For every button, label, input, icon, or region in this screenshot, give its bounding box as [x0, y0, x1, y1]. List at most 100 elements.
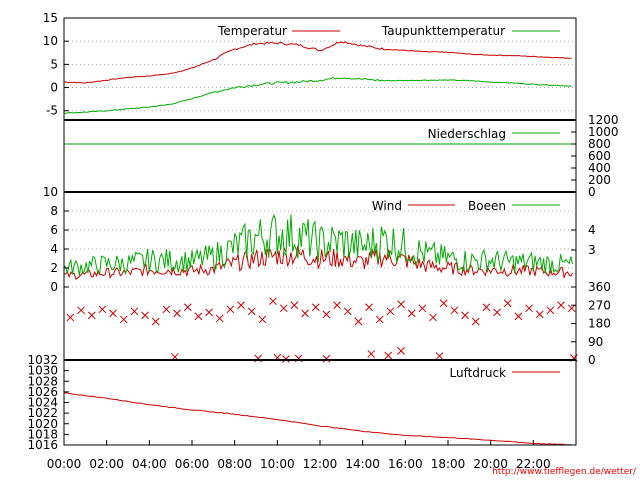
wind-direction-point — [247, 307, 256, 316]
y-tick-label: 10 — [43, 185, 58, 199]
y-tick-label-right: 800 — [588, 137, 611, 151]
y-tick-label: 1022 — [27, 406, 58, 420]
wind-direction-point — [525, 304, 533, 313]
tick-layer: 151050-512001000800600400200010864204336… — [27, 11, 618, 471]
x-tick-label: 22:00 — [516, 457, 551, 471]
y-tick-label-right: 1200 — [588, 113, 619, 127]
wind-direction-point — [471, 317, 480, 326]
wind-direction-point — [333, 301, 341, 310]
y-tick-label: 8 — [50, 204, 58, 218]
wind-direction-point — [290, 301, 299, 310]
x-tick-label: 12:00 — [303, 457, 338, 471]
wind-direction-point — [546, 306, 555, 315]
wind-direction-point — [98, 305, 107, 314]
legend: Temperatur Taupunkttemperatur Niederschl… — [217, 24, 560, 380]
y-tick-label: 1016 — [27, 438, 58, 452]
y-tick-label-right: 4 — [588, 223, 596, 237]
credit-link[interactable]: http://www.tiefflegen.de/wetter/ — [492, 467, 637, 477]
wind-direction-point — [450, 306, 459, 315]
wind-direction-point — [367, 350, 376, 358]
wind-direction-point — [407, 309, 416, 318]
wind-direction-point — [375, 315, 384, 324]
series-line-temperatur — [64, 41, 572, 84]
wind-direction-point — [87, 311, 96, 320]
wind-direction-point — [311, 303, 320, 312]
wind-direction-point — [109, 309, 117, 318]
wind-direction-point — [77, 306, 85, 315]
x-tick-label: 20:00 — [473, 457, 508, 471]
y-tick-label-right: 600 — [588, 149, 611, 163]
wind-direction-point — [439, 299, 448, 308]
wind-direction-point — [435, 352, 444, 360]
series-line-taupunkttemperatur — [63, 76, 572, 114]
series-layer — [63, 41, 578, 446]
x-tick-label: 14:00 — [345, 457, 380, 471]
x-tick-label: 16:00 — [388, 457, 423, 471]
wind-direction-point — [173, 309, 181, 318]
x-tick-label: 10:00 — [260, 457, 295, 471]
legend-label-boeen: Boeen — [468, 199, 506, 213]
y-tick-label: 15 — [43, 11, 58, 25]
wind-direction-point — [397, 347, 405, 355]
legend-label-taupunkt: Taupunkttemperatur — [381, 24, 505, 38]
wind-direction-point — [461, 311, 469, 320]
wind-direction-point — [301, 309, 309, 318]
wind-direction-point — [151, 317, 160, 326]
series-line-luftdruck — [64, 392, 572, 446]
y-tick-label: 1030 — [27, 364, 58, 378]
y-tick-label-right: 1000 — [588, 125, 619, 139]
y-tick-label-right: 90 — [588, 335, 603, 349]
y-tick-label: 6 — [50, 223, 58, 237]
y-tick-label: 1024 — [27, 396, 58, 410]
wind-direction-point — [365, 303, 373, 312]
wind-direction-point — [535, 310, 544, 319]
wind-direction-point — [269, 297, 277, 306]
y-tick-label-right: 270 — [588, 298, 611, 312]
wind-direction-point — [503, 299, 512, 308]
x-tick-label: 18:00 — [431, 457, 466, 471]
legend-label-temperatur: Temperatur — [217, 24, 287, 38]
y-tick-label: -5 — [46, 104, 58, 118]
series-line-wind — [64, 245, 574, 280]
x-tick-label: 06:00 — [175, 457, 210, 471]
wind-direction-point — [282, 355, 290, 363]
wind-direction-point — [557, 301, 565, 310]
wind-direction-point — [429, 313, 437, 322]
y-tick-label-right: 200 — [588, 173, 611, 187]
y-tick-label: 0 — [50, 280, 58, 294]
y-tick-label: 4 — [50, 242, 58, 256]
wind-direction-point — [226, 305, 235, 314]
wind-direction-point — [215, 314, 224, 323]
wind-direction-point — [514, 312, 523, 321]
wind-direction-point — [162, 305, 171, 314]
x-tick-label: 08:00 — [217, 457, 252, 471]
y-tick-label-right: 3 — [588, 243, 596, 257]
wind-direction-point — [384, 351, 393, 360]
wind-direction-point — [322, 310, 331, 319]
wind-direction-point — [567, 304, 576, 313]
wind-direction-point — [279, 304, 288, 313]
x-tick-label: 00:00 — [47, 457, 82, 471]
wind-direction-point — [119, 315, 128, 324]
y-tick-label-right: 0 — [588, 185, 596, 199]
wind-direction-point — [130, 307, 139, 316]
legend-label-niederschlag: Niederschlag — [428, 127, 506, 141]
wind-direction-point — [322, 354, 331, 363]
wind-direction-point — [258, 315, 267, 324]
wind-direction-point — [66, 313, 75, 322]
x-tick-label: 02:00 — [89, 457, 124, 471]
y-tick-label: 1018 — [27, 427, 58, 441]
wind-direction-point — [237, 301, 245, 310]
wind-direction-point — [194, 312, 203, 321]
y-tick-label: 10 — [43, 34, 58, 48]
y-tick-label: 1028 — [27, 374, 58, 388]
wind-direction-point — [354, 317, 363, 326]
y-tick-label: 1020 — [27, 417, 58, 431]
wind-direction-point — [482, 303, 491, 312]
y-tick-label: 0 — [50, 81, 58, 95]
y-tick-label: 1032 — [27, 353, 58, 367]
x-tick-label: 04:00 — [132, 457, 167, 471]
wind-direction-point — [397, 300, 405, 309]
legend-label-wind: Wind — [372, 199, 402, 213]
